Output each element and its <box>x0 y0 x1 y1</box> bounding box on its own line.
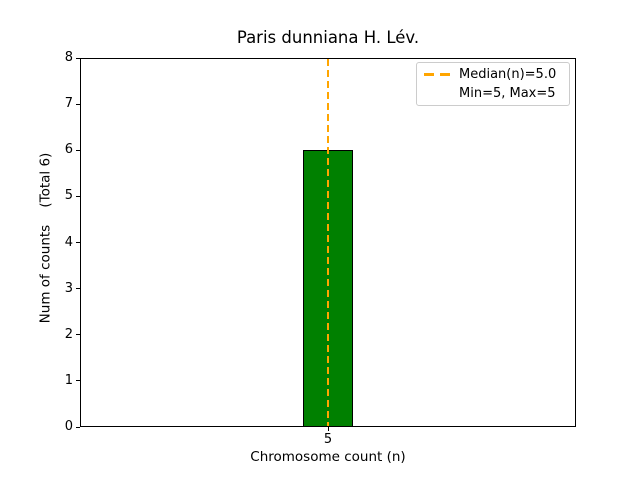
y-tick-mark-0 <box>76 427 80 428</box>
y-tick-label-5: 5 <box>64 188 73 204</box>
y-tick-mark-3 <box>76 288 80 289</box>
legend-entry-0: Median(n)=5.0 <box>424 65 562 84</box>
y-tick-mark-8 <box>76 58 80 59</box>
y-tick-label-8: 8 <box>64 50 73 65</box>
x-tick-mark-5 <box>328 427 329 431</box>
x-tick-label-5: 5 <box>323 432 333 447</box>
y-tick-mark-1 <box>76 380 80 381</box>
legend-entry-1: Min=5, Max=5 <box>424 84 562 103</box>
y-tick-mark-4 <box>76 242 80 243</box>
y-tick-label-6: 6 <box>64 142 73 158</box>
y-tick-label-7: 7 <box>64 96 73 112</box>
y-tick-label-4: 4 <box>64 234 73 250</box>
y-tick-mark-7 <box>76 104 80 105</box>
y-tick-label-1: 1 <box>64 372 73 388</box>
y-tick-mark-5 <box>76 196 80 197</box>
y-tick-mark-2 <box>76 334 80 335</box>
y-tick-label-0: 0 <box>64 419 73 434</box>
x-axis-label: Chromosome count (n) <box>250 449 406 465</box>
legend-dashed-line-icon <box>424 73 451 76</box>
median-line <box>327 59 329 426</box>
legend: Median(n)=5.0 Min=5, Max=5 <box>416 62 570 106</box>
y-tick-mark-6 <box>76 150 80 151</box>
legend-empty-handle <box>424 92 451 95</box>
y-tick-label-2: 2 <box>64 326 73 342</box>
chart-title: Paris dunniana H. Lév. <box>236 28 420 47</box>
legend-label-0: Median(n)=5.0 <box>459 67 557 82</box>
y-tick-label-3: 3 <box>64 280 73 296</box>
legend-label-1: Min=5, Max=5 <box>459 86 556 101</box>
